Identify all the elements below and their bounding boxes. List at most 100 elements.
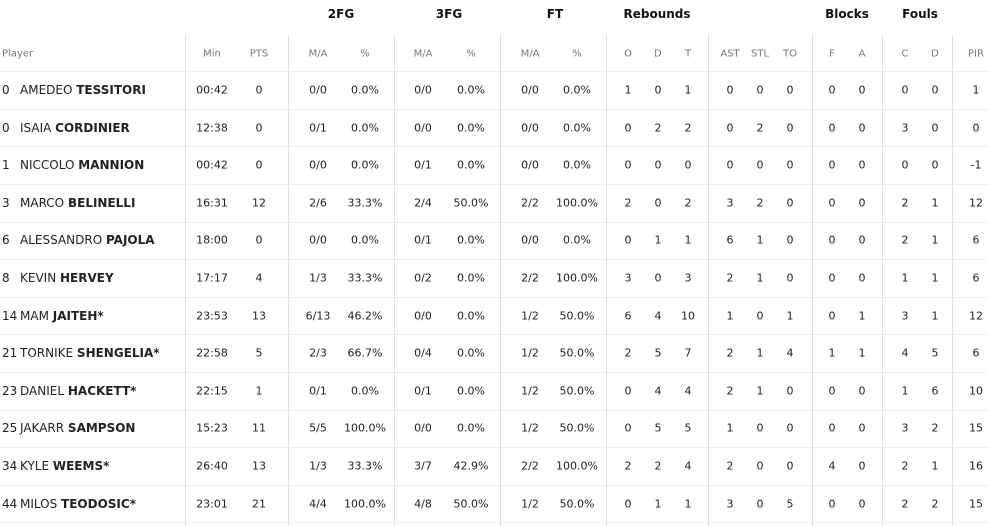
stat-cell: 0/0 <box>414 121 432 135</box>
stat-cell: 0 <box>858 196 866 210</box>
column-header: PIR <box>968 48 984 60</box>
stat-cell: 0 <box>828 233 836 247</box>
stat-cell: 2/2 <box>521 459 539 473</box>
stat-cell: 2/2 <box>521 271 539 285</box>
stat-cell: 0.0% <box>457 384 485 398</box>
stat-cell: 23:53 <box>196 309 228 323</box>
stat-cell: 0/1 <box>309 384 327 398</box>
first-name: MILOS <box>20 496 58 511</box>
stat-cell: 100.0% <box>344 497 386 511</box>
stat-cell: 2 <box>756 196 764 210</box>
player-number: 8 <box>2 271 10 285</box>
stat-cell: 3 <box>726 196 734 210</box>
stat-cell: 2/3 <box>309 346 327 360</box>
first-name: KYLE <box>20 459 50 473</box>
stat-cell: 1 <box>726 421 734 435</box>
stat-cell: 22:15 <box>196 384 228 398</box>
stat-cell: 1/2 <box>521 497 539 511</box>
stat-cell: 6 <box>624 309 632 323</box>
column-header: Player <box>2 48 34 60</box>
first-name: MAM <box>20 308 49 323</box>
last-name: WEEMS* <box>52 459 110 473</box>
stat-cell: 0 <box>828 83 836 97</box>
stat-cell: 0.0% <box>457 158 485 172</box>
player-name: NICCOLO MANNION <box>20 158 144 172</box>
stat-cell: 0 <box>858 384 866 398</box>
stat-cell: 2 <box>684 121 692 135</box>
player-name: MILOS TEODOSIC* <box>20 497 136 511</box>
stat-cell: 0.0% <box>351 83 379 97</box>
stat-cell: 0 <box>901 158 909 172</box>
stat-cell: 2 <box>931 497 939 511</box>
stat-cell: 2 <box>901 497 909 511</box>
player-name: KYLE WEEMS* <box>20 459 109 473</box>
stat-cell: 4 <box>684 459 692 473</box>
stat-cell: 0 <box>786 196 794 210</box>
stat-cell: 1 <box>255 384 263 398</box>
stat-cell: 0/4 <box>414 346 432 360</box>
stat-cell: 0 <box>858 421 866 435</box>
stat-cell: 0 <box>858 459 866 473</box>
player-number: 1 <box>2 158 10 173</box>
stat-cell: 0 <box>858 83 866 97</box>
column-divider <box>394 35 395 526</box>
stat-cell: 4 <box>901 346 909 360</box>
stat-cell: 0 <box>624 121 632 135</box>
last-name: SHENGELIA* <box>76 346 160 361</box>
stat-cell: 0/1 <box>414 384 432 398</box>
stat-cell: 0 <box>786 384 794 398</box>
stat-cell: 0 <box>972 121 980 135</box>
first-name: ISAIA <box>20 120 52 135</box>
player-name: TORNIKE SHENGELIA* <box>20 346 160 360</box>
column-divider <box>606 35 607 526</box>
stat-cell: 0/1 <box>414 233 432 247</box>
column-divider <box>288 35 289 526</box>
row-divider <box>0 108 989 110</box>
stat-cell: 1 <box>726 309 734 323</box>
stat-cell: 6 <box>972 346 980 360</box>
stat-cell: 0/0 <box>309 158 327 172</box>
stat-cell: 16:31 <box>196 196 228 210</box>
player-number: 3 <box>2 195 10 210</box>
stat-cell: 0.0% <box>457 83 485 97</box>
row-divider <box>0 296 989 298</box>
row-divider <box>0 372 989 373</box>
stat-cell: 1 <box>756 346 764 360</box>
first-name: AMEDEO <box>20 83 73 97</box>
player-number: 0 <box>2 120 10 135</box>
row-divider <box>0 71 989 73</box>
stat-cell: 12 <box>252 196 266 210</box>
last-name: BELINELLI <box>67 195 136 210</box>
column-header: TO <box>783 48 797 60</box>
stat-cell: 0 <box>786 233 794 247</box>
stat-cell: 0 <box>858 233 866 247</box>
stat-cell: 10 <box>969 384 983 398</box>
player-number: 21 <box>2 346 18 361</box>
stat-cell: 12 <box>969 309 983 323</box>
stat-cell: 2 <box>654 121 662 135</box>
stat-cell: 2 <box>624 346 632 360</box>
stat-cell: 2/4 <box>414 196 432 210</box>
stat-cell: 4 <box>255 271 263 285</box>
stat-cell: 1 <box>828 346 836 360</box>
stat-cell: 0 <box>786 271 794 285</box>
stat-cell: 33.3% <box>347 271 383 285</box>
stat-cell: 1 <box>684 83 692 97</box>
stat-cell: 0 <box>858 158 866 172</box>
player-number: 44 <box>2 496 18 511</box>
column-header: M/A <box>413 48 433 60</box>
stat-cell: 0 <box>654 158 662 172</box>
stat-cell: 50.0% <box>559 421 595 435</box>
stat-cell: 0.0% <box>563 158 591 172</box>
stat-cell: 0 <box>828 158 836 172</box>
stat-cell: 0/0 <box>521 233 539 247</box>
player-name: MAM JAITEH* <box>20 309 104 323</box>
stat-cell: 33.3% <box>347 459 383 473</box>
player-name: MARCO BELINELLI <box>20 196 135 210</box>
stat-cell: 0 <box>654 196 662 210</box>
stat-cell: 6 <box>931 384 939 398</box>
stat-cell: 0 <box>786 459 794 473</box>
last-name: SAMPSON <box>67 421 136 436</box>
stat-cell: 1/2 <box>521 346 539 360</box>
